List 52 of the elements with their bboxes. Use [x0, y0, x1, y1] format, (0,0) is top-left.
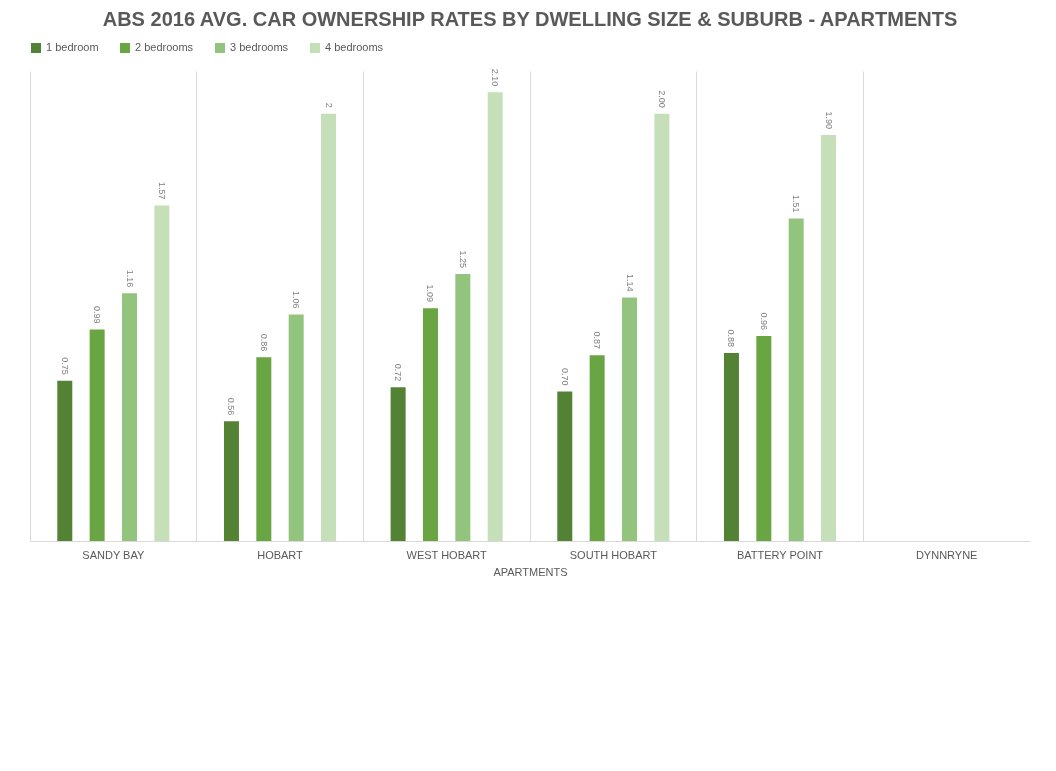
data-label: 0.86 [258, 333, 269, 352]
data-label: 1.14 [624, 273, 635, 292]
legend-label: 3 bedrooms [230, 41, 289, 53]
bar [256, 357, 272, 541]
bar [390, 387, 406, 541]
data-label: 1.25 [457, 250, 468, 268]
data-label: 0.72 [393, 363, 404, 382]
x-tick-label: WEST HOBART [406, 548, 488, 561]
bar [122, 293, 138, 541]
bar [723, 353, 739, 541]
bar [788, 218, 804, 541]
data-label: 1.09 [425, 284, 436, 303]
bar [422, 308, 438, 541]
data-label: 1.16 [124, 269, 135, 288]
bar [622, 297, 638, 541]
x-axis-title: APARTMENTS [493, 565, 568, 578]
data-label: 1.90 [823, 111, 834, 130]
data-label: 0.75 [59, 357, 70, 375]
bar [821, 135, 837, 541]
bar [57, 380, 73, 541]
bar [223, 421, 239, 541]
data-label: 1.51 [791, 194, 802, 213]
bar [756, 335, 772, 541]
data-label: 0.99 [92, 305, 103, 324]
bar [288, 314, 304, 541]
data-label: 0.87 [592, 331, 603, 350]
data-label: 2 [323, 102, 334, 108]
data-label: 1.57 [156, 182, 167, 200]
data-label: 0.96 [758, 312, 769, 330]
bar [154, 205, 170, 541]
data-label: 0.70 [559, 367, 570, 386]
bar [557, 391, 573, 541]
bar [89, 329, 105, 541]
data-label: 2.00 [656, 90, 667, 108]
x-tick-label: HOBART [257, 548, 304, 561]
bar [321, 113, 337, 541]
data-label: 0.88 [726, 329, 737, 347]
x-tick-label: SOUTH HOBART [569, 548, 658, 561]
bar [455, 273, 471, 541]
bar [487, 92, 503, 541]
x-tick-label: SANDY BAY [82, 548, 145, 561]
x-tick-label: BATTERY POINT [736, 548, 824, 561]
x-tick-label: DYNNRYNE [915, 548, 978, 561]
data-label: 1.06 [291, 291, 302, 309]
bar [589, 355, 605, 541]
legend-label: 2 bedrooms [135, 41, 194, 53]
data-label: 0.56 [226, 397, 237, 416]
bar [654, 113, 670, 541]
legend-label: 4 bedrooms [325, 41, 384, 53]
legend-label: 1 bedroom [46, 41, 99, 53]
data-label: 2.10 [490, 68, 501, 87]
chart-title: ABS 2016 AVG. CAR OWNERSHIP RATES BY DWELLING SIZE & SUBURB - APARTMENTS [102, 8, 958, 30]
